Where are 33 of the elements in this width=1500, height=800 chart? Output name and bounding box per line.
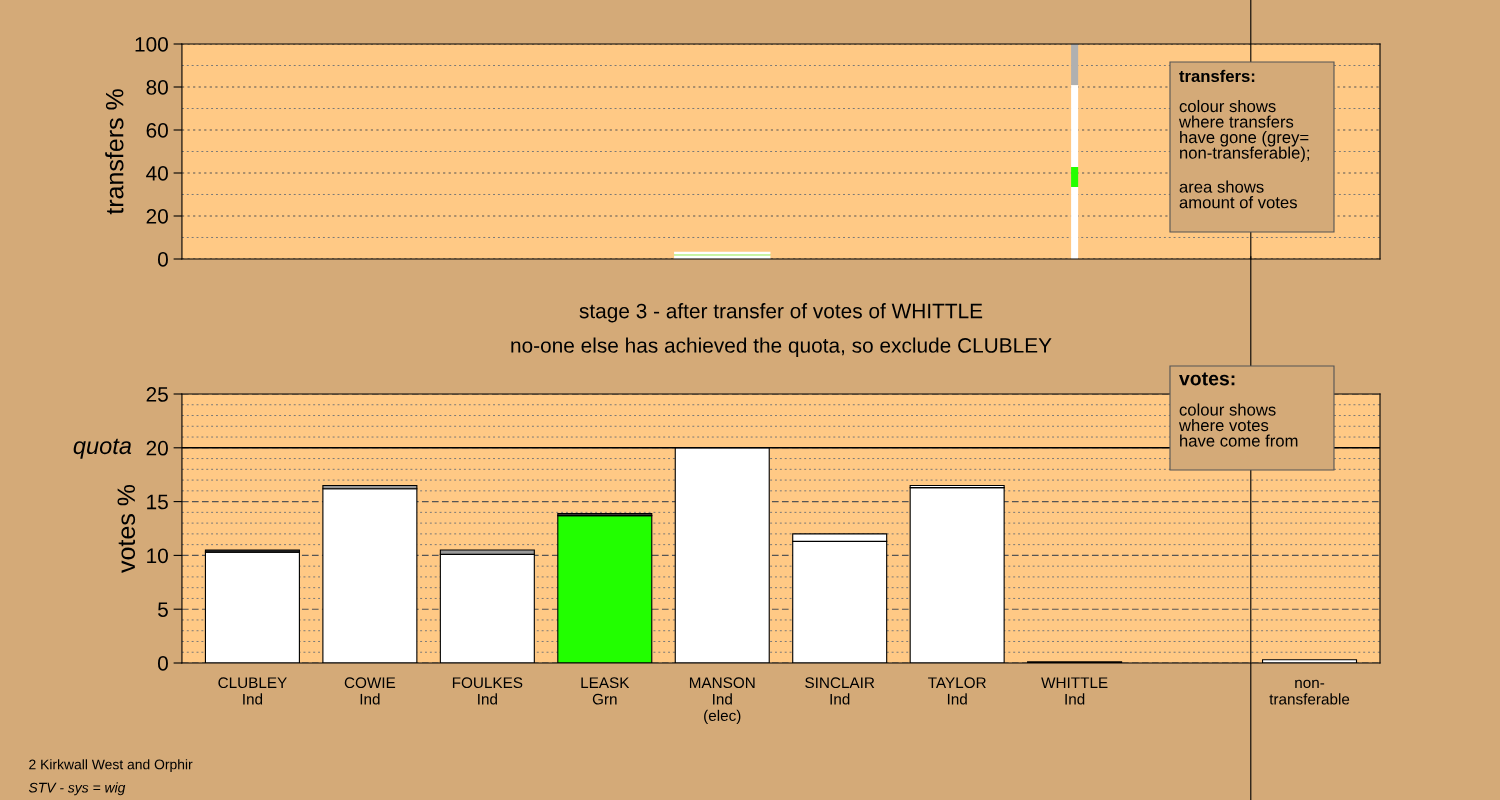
annotation: colour shows where transfers have gone (grey= non-transferable); — [1178, 99, 1310, 163]
y-tick-label: 0 — [157, 656, 168, 671]
chart-subtitle: no-one else has achieved the quota, so exclude CLUBLEY — [511, 337, 1052, 357]
text: votes: — [1179, 372, 1235, 386]
y-tick-label: 10 — [147, 548, 168, 564]
y-tick-label: 5 — [158, 602, 168, 617]
y-tick-label: 100 — [135, 37, 168, 52]
x-tick-label: WHITTLE Ind — [1041, 677, 1108, 705]
annotation: area shows amount of votes — [1179, 180, 1297, 209]
y-tick-label: 60 — [146, 123, 168, 138]
y-tick-label: 0 — [157, 252, 168, 267]
y-tick-label: 80 — [146, 80, 168, 95]
y-tick-label: 20 — [146, 440, 168, 456]
y-tick-label: 20 — [146, 209, 168, 224]
annotation: transfers: — [1179, 69, 1255, 83]
y-axis-title: transfers % — [105, 89, 124, 215]
y-tick-label: 15 — [147, 494, 168, 510]
x-tick-label: COWIE Ind — [344, 677, 396, 705]
text: 2 Kirkwall West and Orphir — [29, 759, 193, 773]
y-tick-label: 40 — [146, 166, 168, 181]
x-tick-label: LEASK Grn — [581, 677, 630, 705]
x-tick-label: FOULKES Ind — [452, 677, 523, 705]
x-tick-label: non- transferable — [1269, 679, 1350, 705]
x-tick-label: CLUBLEY Ind — [218, 677, 287, 705]
x-tick-label: TAYLOR Ind — [928, 677, 986, 705]
x-tick-label: MANSON Ind (elec) — [689, 677, 755, 725]
ref-line-label: quota — [73, 438, 132, 459]
text: STV - sys = wig — [28, 782, 126, 796]
y-tick-label: 25 — [146, 387, 168, 402]
chart-title: stage 3 - after transfer of votes of WHITTLE — [579, 303, 983, 323]
annotation: colour shows where votes have come from — [1178, 403, 1298, 447]
y-axis-title: votes % — [117, 484, 136, 573]
x-tick-label: SINCLAIR Ind — [805, 677, 875, 705]
